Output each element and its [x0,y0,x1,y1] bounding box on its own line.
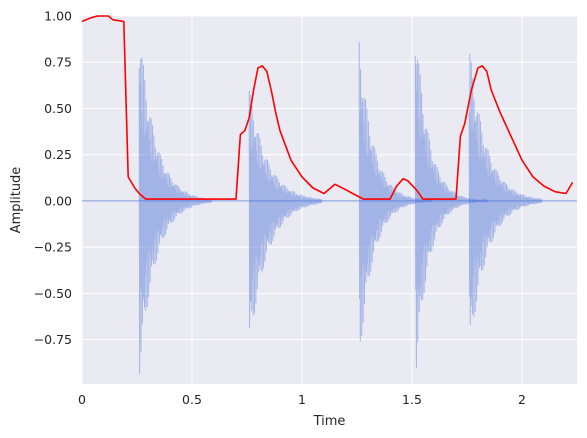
x-axis-label: Time [313,414,346,429]
y-tick-label: 0.75 [44,55,72,70]
x-tick-label: 2 [518,392,526,407]
x-tick-label: 1 [298,392,306,407]
plot-background [82,16,577,384]
waveform-series [82,41,577,375]
waveform-burst [248,90,323,329]
waveform-burst [414,55,489,369]
envelope-line [81,15,574,200]
y-tick-label: 0.25 [44,147,72,162]
envelope-series [81,15,574,200]
y-tick-label: 0.00 [44,193,72,208]
x-tick-label: 0.5 [182,392,202,407]
y-axis-label: Amplitude [9,167,24,234]
x-tick-labels: 0 0.5 1 1.5 2 [78,392,526,407]
y-tick-label: 1.00 [44,9,72,24]
waveform-burst [138,57,213,375]
waveform-burst [468,53,543,325]
y-tick-label: 0.50 [44,101,72,116]
y-tick-label: −0.25 [34,240,72,255]
y-tick-label: −0.50 [34,286,72,301]
x-tick-label: 1.5 [402,392,422,407]
y-tick-labels: 1.00 0.75 0.50 0.25 0.00 −0.25 −0.50 −0.75 [34,9,72,348]
waveform-burst [358,41,433,342]
y-tick-label: −0.75 [34,332,72,347]
x-tick-label: 0 [78,392,86,407]
